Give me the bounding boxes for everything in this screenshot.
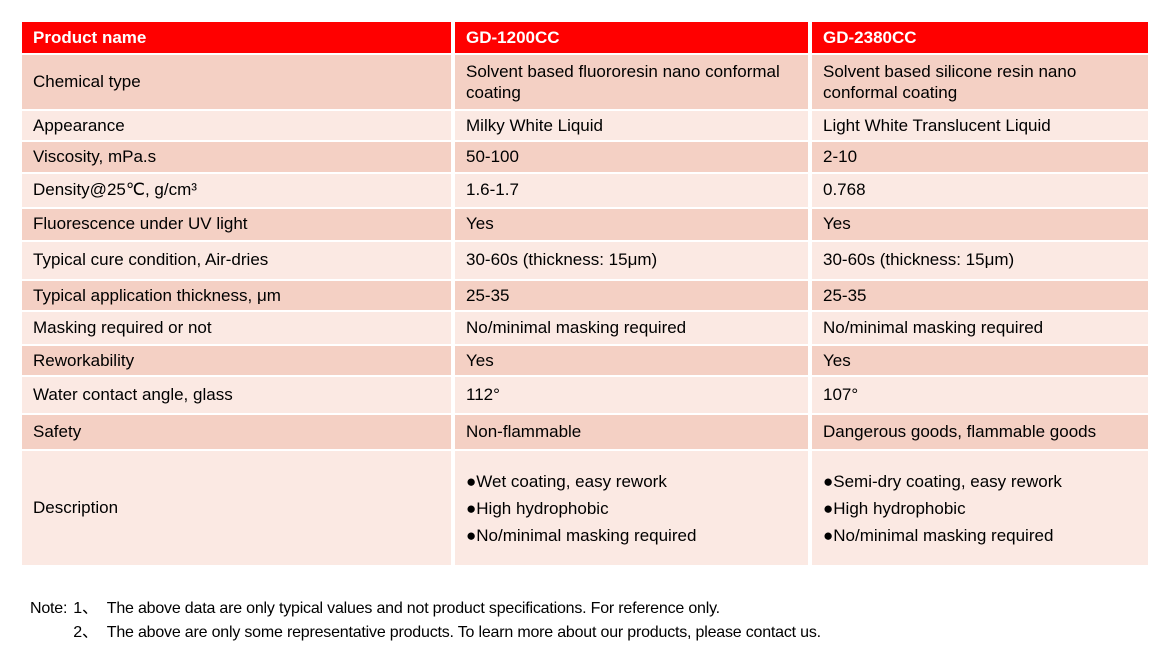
value-gd1200: Yes bbox=[455, 345, 812, 377]
row-fluorescence: Fluorescence under UV light Yes Yes bbox=[22, 208, 1148, 242]
header-row: Product name GD-1200CC GD-2380CC bbox=[22, 22, 1148, 55]
row-water-contact-angle: Water contact angle, glass 112° 107° bbox=[22, 377, 1148, 415]
note-number: 1、 bbox=[73, 600, 98, 617]
header-gd1200: GD-1200CC bbox=[455, 22, 812, 55]
value-gd2380: Light White Translucent Liquid bbox=[812, 111, 1148, 143]
row-label: Typical cure condition, Air-dries bbox=[22, 241, 455, 281]
row-label: Water contact angle, glass bbox=[22, 377, 455, 415]
note-line-2: Note:2、The above are only some represent… bbox=[30, 621, 821, 645]
value-gd2380: Solvent based silicone resin nano confor… bbox=[812, 55, 1148, 111]
value-gd1200: Milky White Liquid bbox=[455, 111, 812, 143]
value-gd2380: 25-35 bbox=[812, 280, 1148, 312]
value-gd2380: 0.768 bbox=[812, 173, 1148, 209]
row-cure-condition: Typical cure condition, Air-dries 30-60s… bbox=[22, 241, 1148, 281]
row-label: Reworkability bbox=[22, 345, 455, 377]
header-gd2380: GD-2380CC bbox=[812, 22, 1148, 55]
note-prefix: Note: bbox=[30, 600, 68, 617]
description-bullet: ●Semi-dry coating, easy rework bbox=[823, 471, 1062, 491]
note-text: The above are only some representative p… bbox=[106, 624, 821, 641]
header-product-name: Product name bbox=[22, 22, 455, 55]
row-label: Density@25℃, g/cm³ bbox=[22, 173, 455, 209]
row-label: Masking required or not bbox=[22, 311, 455, 346]
product-comparison-table: Product name GD-1200CC GD-2380CC Chemica… bbox=[22, 22, 1148, 565]
row-label: Typical application thickness, μm bbox=[22, 280, 455, 312]
row-density: Density@25℃, g/cm³ 1.6-1.7 0.768 bbox=[22, 173, 1148, 209]
value-gd2380: Yes bbox=[812, 208, 1148, 242]
row-safety: Safety Non-flammable Dangerous goods, fl… bbox=[22, 415, 1148, 451]
value-gd1200: 30-60s (thickness: 15μm) bbox=[455, 241, 812, 281]
description-bullet: ●Wet coating, easy rework bbox=[466, 471, 667, 491]
row-application-thickness: Typical application thickness, μm 25-35 … bbox=[22, 280, 1148, 312]
value-gd1200: 1.6-1.7 bbox=[455, 173, 812, 209]
value-gd1200: 112° bbox=[455, 377, 812, 415]
value-gd2380: ●Semi-dry coating, easy rework ●High hyd… bbox=[812, 451, 1148, 565]
value-gd2380: Yes bbox=[812, 345, 1148, 377]
note-text: The above data are only typical values a… bbox=[106, 600, 720, 617]
row-masking: Masking required or not No/minimal maski… bbox=[22, 311, 1148, 346]
note-line-1: Note: 1、 The above data are only typical v… bbox=[30, 597, 821, 621]
value-gd2380: 107° bbox=[812, 377, 1148, 415]
row-label: Description bbox=[22, 451, 455, 565]
row-label: Appearance bbox=[22, 111, 455, 143]
value-gd1200: 25-35 bbox=[455, 280, 812, 312]
row-label: Fluorescence under UV light bbox=[22, 208, 455, 242]
value-gd2380: No/minimal masking required bbox=[812, 311, 1148, 346]
description-bullet: ●High hydrophobic bbox=[466, 498, 609, 518]
note: Note: 1、 The above data are only typical v… bbox=[30, 597, 821, 645]
description-bullet: ●No/minimal masking required bbox=[823, 525, 1054, 545]
value-gd2380: Dangerous goods, flammable goods bbox=[812, 415, 1148, 451]
description-bullet: ●High hydrophobic bbox=[823, 498, 966, 518]
row-label: Chemical type bbox=[22, 55, 455, 111]
row-label: Viscosity, mPa.s bbox=[22, 142, 455, 174]
note-number: 2、 bbox=[73, 624, 98, 641]
value-gd2380: 30-60s (thickness: 15μm) bbox=[812, 241, 1148, 281]
row-chemical-type: Chemical type Solvent based fluororesin … bbox=[22, 55, 1148, 111]
row-viscosity: Viscosity, mPa.s 50-100 2-10 bbox=[22, 142, 1148, 174]
row-label: Safety bbox=[22, 415, 455, 451]
value-gd1200: Non-flammable bbox=[455, 415, 812, 451]
row-appearance: Appearance Milky White Liquid Light Whit… bbox=[22, 111, 1148, 143]
row-description: Description ●Wet coating, easy rework ●H… bbox=[22, 451, 1148, 565]
value-gd1200: ●Wet coating, easy rework ●High hydropho… bbox=[455, 451, 812, 565]
value-gd1200: Solvent based fluororesin nano conformal… bbox=[455, 55, 812, 111]
value-gd2380: 2-10 bbox=[812, 142, 1148, 174]
value-gd1200: 50-100 bbox=[455, 142, 812, 174]
description-bullet: ●No/minimal masking required bbox=[466, 525, 697, 545]
row-reworkability: Reworkability Yes Yes bbox=[22, 345, 1148, 377]
value-gd1200: Yes bbox=[455, 208, 812, 242]
value-gd1200: No/minimal masking required bbox=[455, 311, 812, 346]
